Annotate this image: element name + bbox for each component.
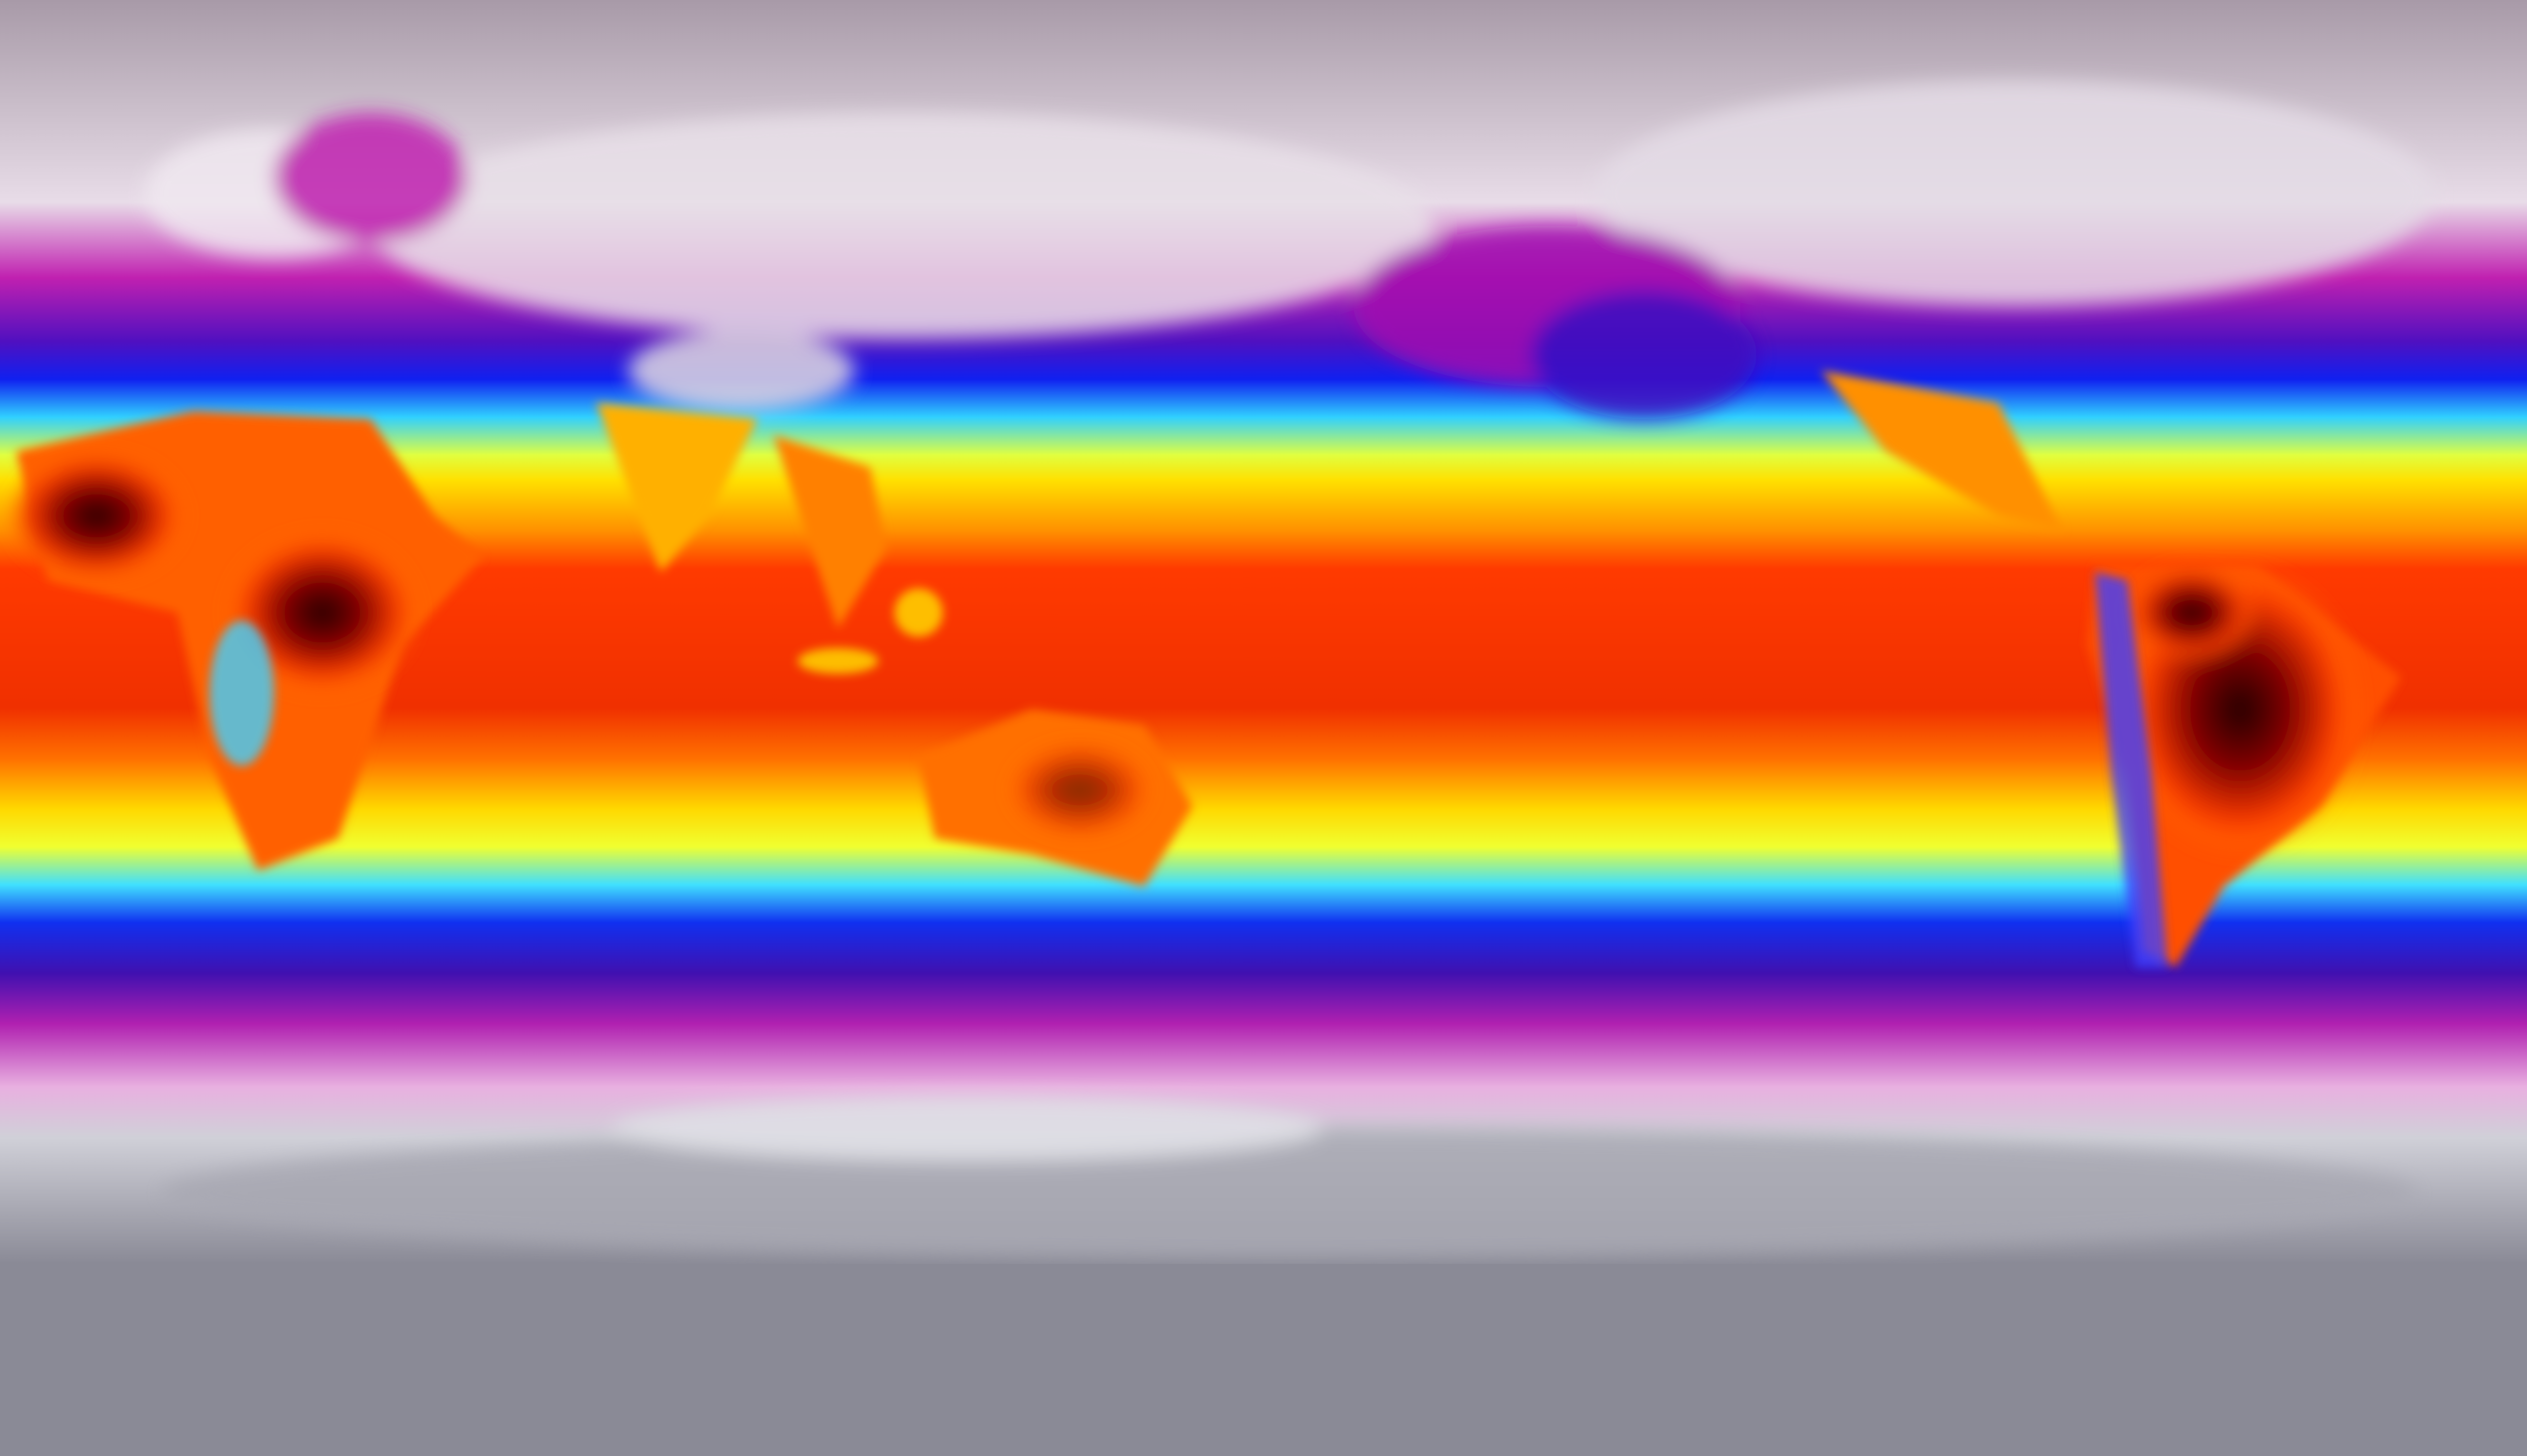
- temperature-map: [0, 0, 2527, 1264]
- southeast-asia: [773, 435, 886, 629]
- mountain-cold-edges: [209, 572, 2168, 967]
- southern-land-cold: [161, 1096, 2418, 1258]
- hot-spots: [8, 451, 2361, 855]
- northern-land-cold: [145, 80, 2434, 419]
- india: [596, 403, 758, 573]
